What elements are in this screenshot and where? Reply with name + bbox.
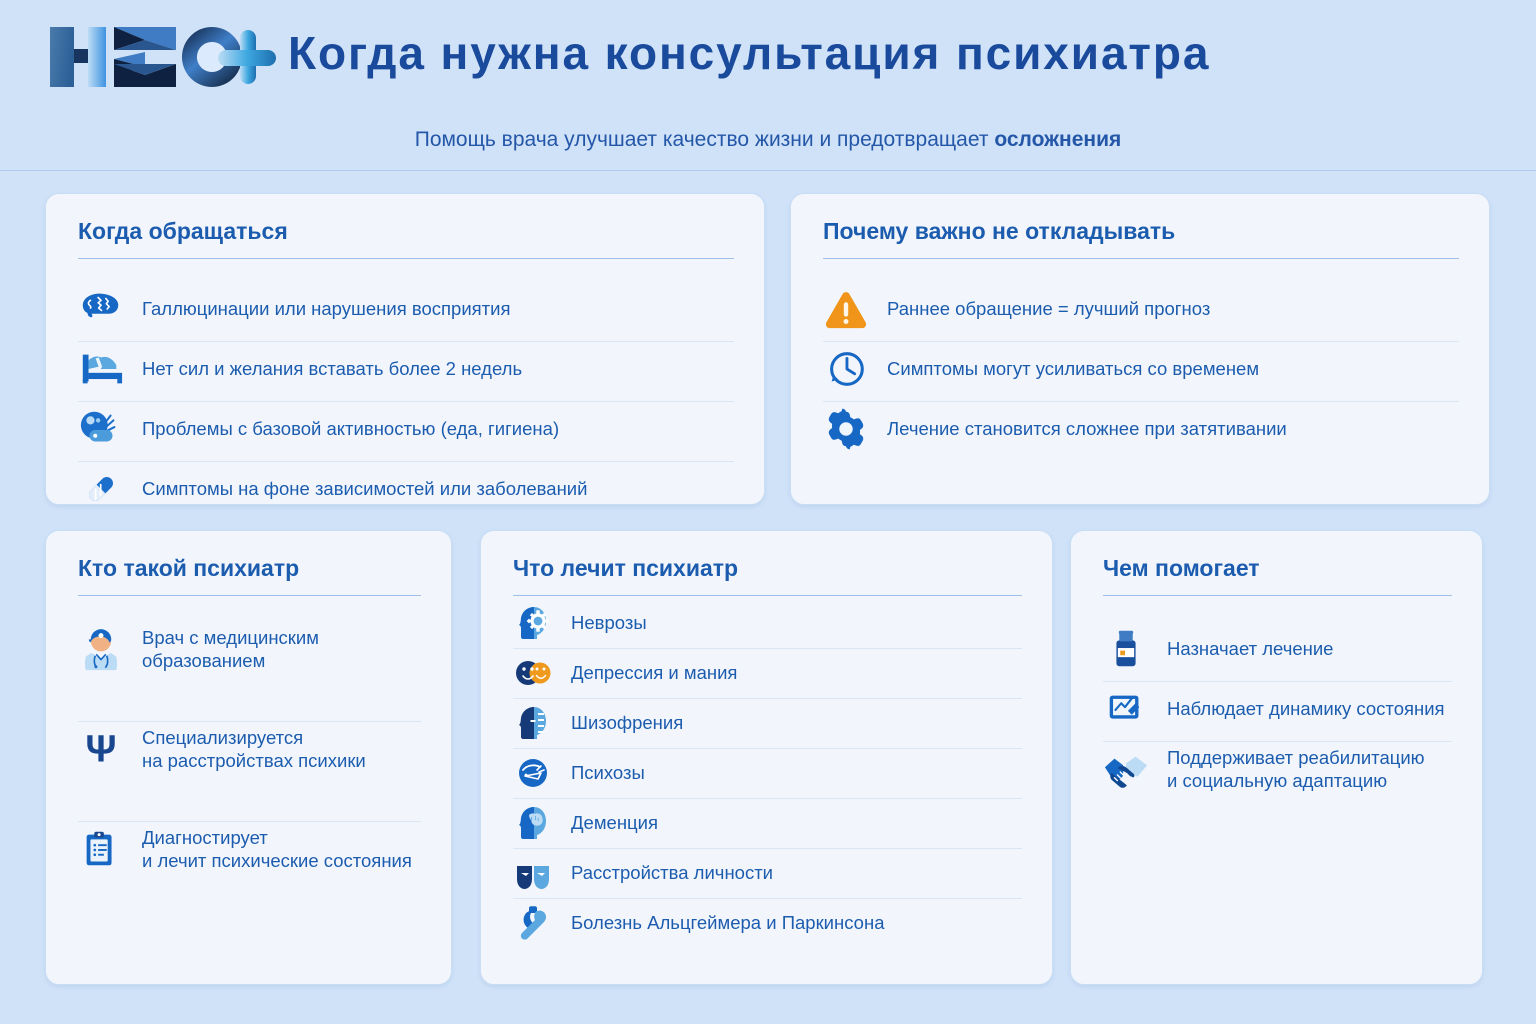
svg-text:Ψ: Ψ — [85, 727, 116, 770]
